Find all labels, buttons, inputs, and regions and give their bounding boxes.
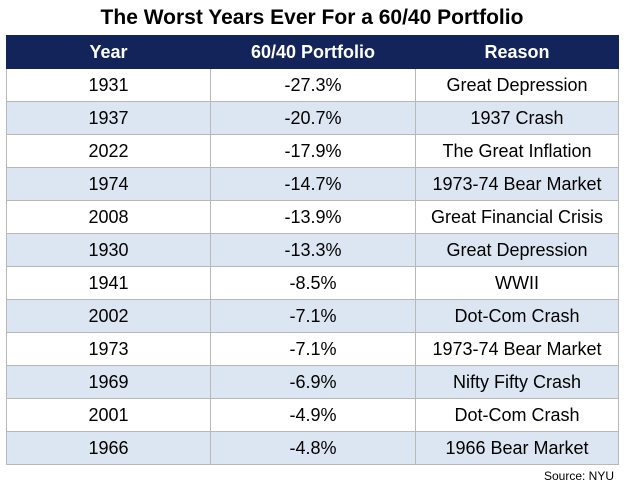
reason-cell: 1973-74 Bear Market (415, 167, 619, 201)
table-row: 2022 -17.9% The Great Inflation (6, 134, 619, 168)
portfolio-return-cell: -13.9% (210, 200, 416, 234)
column-header-reason: Reason (415, 35, 619, 69)
table-row: 1937 -20.7% 1937 Crash (6, 101, 619, 135)
year-cell: 1941 (6, 266, 211, 300)
table-row: 1931 -27.3% Great Depression (6, 68, 619, 102)
portfolio-return-cell: -4.9% (210, 398, 416, 432)
reason-cell: The Great Inflation (415, 134, 619, 168)
portfolio-return-cell: -13.3% (210, 233, 416, 267)
table-row: 1930 -13.3% Great Depression (6, 233, 619, 267)
table-row: 2001 -4.9% Dot-Com Crash (6, 398, 619, 432)
year-cell: 1937 (6, 101, 211, 135)
reason-cell: WWII (415, 266, 619, 300)
year-cell: 1966 (6, 431, 211, 465)
reason-cell: Great Depression (415, 233, 619, 267)
table-row: 1974 -14.7% 1973-74 Bear Market (6, 167, 619, 201)
table-row: 2008 -13.9% Great Financial Crisis (6, 200, 619, 234)
reason-cell: Great Depression (415, 68, 619, 102)
year-cell: 1969 (6, 365, 211, 399)
year-cell: 2022 (6, 134, 211, 168)
table-row: 1966 -4.8% 1966 Bear Market (6, 431, 619, 465)
reason-cell: Dot-Com Crash (415, 299, 619, 333)
table-row: 1969 -6.9% Nifty Fifty Crash (6, 365, 619, 399)
portfolio-return-cell: -8.5% (210, 266, 416, 300)
worst-years-table: Year 60/40 Portfolio Reason 1931 -27.3% … (6, 35, 619, 465)
table-row: 2002 -7.1% Dot-Com Crash (6, 299, 619, 333)
reason-cell: Great Financial Crisis (415, 200, 619, 234)
portfolio-return-cell: -27.3% (210, 68, 416, 102)
portfolio-return-cell: -20.7% (210, 101, 416, 135)
column-header-year: Year (6, 35, 211, 69)
table-row: 1973 -7.1% 1973-74 Bear Market (6, 332, 619, 366)
source-note: Source: NYU (543, 469, 614, 483)
year-cell: 1931 (6, 68, 211, 102)
portfolio-return-cell: -7.1% (210, 332, 416, 366)
reason-cell: 1966 Bear Market (415, 431, 619, 465)
year-cell: 1973 (6, 332, 211, 366)
portfolio-return-cell: -7.1% (210, 299, 416, 333)
year-cell: 1974 (6, 167, 211, 201)
reason-cell: Nifty Fifty Crash (415, 365, 619, 399)
table-header-row: Year 60/40 Portfolio Reason (6, 35, 619, 69)
reason-cell: Dot-Com Crash (415, 398, 619, 432)
portfolio-return-cell: -14.7% (210, 167, 416, 201)
portfolio-return-cell: -4.8% (210, 431, 416, 465)
column-header-portfolio: 60/40 Portfolio (210, 35, 416, 69)
year-cell: 2001 (6, 398, 211, 432)
year-cell: 1930 (6, 233, 211, 267)
reason-cell: 1937 Crash (415, 101, 619, 135)
portfolio-return-cell: -6.9% (210, 365, 416, 399)
table-row: 1941 -8.5% WWII (6, 266, 619, 300)
year-cell: 2002 (6, 299, 211, 333)
page-title: The Worst Years Ever For a 60/40 Portfol… (100, 6, 524, 29)
year-cell: 2008 (6, 200, 211, 234)
portfolio-return-cell: -17.9% (210, 134, 416, 168)
reason-cell: 1973-74 Bear Market (415, 332, 619, 366)
